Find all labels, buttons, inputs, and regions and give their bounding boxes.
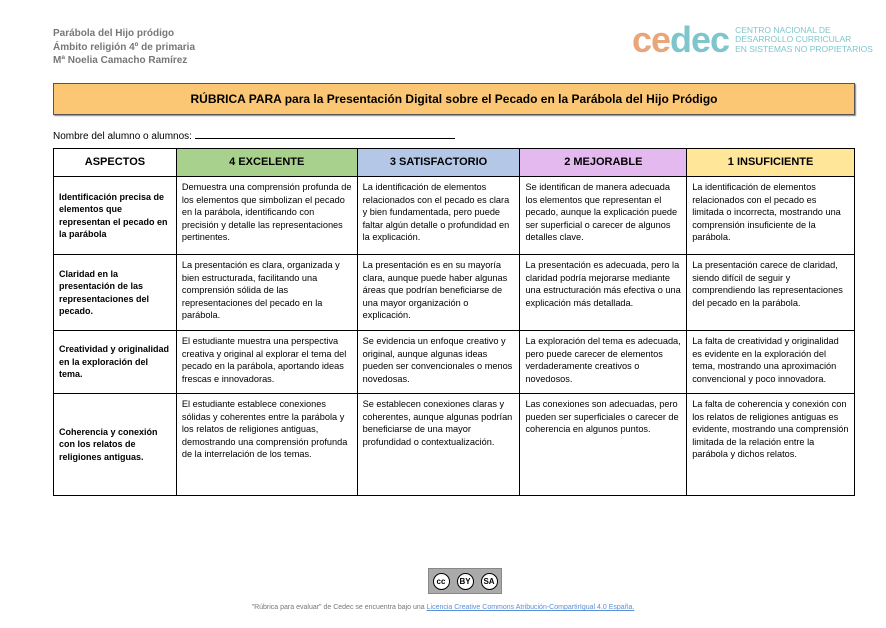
- table-cell: La identificación de elementos relaciona…: [356, 176, 521, 255]
- aspect-cell: Coherencia y conexión con los relatos de…: [53, 393, 177, 496]
- aspect-cell: Identificación precisa de elementos que …: [53, 176, 177, 255]
- header-insuficiente: 1 INSUFICIENTE: [686, 148, 855, 177]
- logo-sub: DESARROLLO CURRICULAR: [735, 34, 852, 45]
- table-header-row: ASPECTOS 4 EXCELENTE 3 SATISFACTORIO 2 M…: [53, 148, 855, 177]
- name-blank-line: [194, 128, 455, 139]
- cedec-logo: cedec CENTRO NACIONAL DE DESARROLLO CURRI…: [632, 19, 873, 60]
- header-aspectos: ASPECTOS: [53, 148, 177, 177]
- header-excelente: 4 EXCELENTE: [175, 148, 358, 177]
- table-cell: La identificación de elementos relaciona…: [686, 176, 855, 255]
- cc-icon: cc: [432, 572, 450, 590]
- logo-sub: EN SISTEMAS NO PROPIETARIOS: [735, 43, 873, 54]
- license-text: "Rúbrica para evaluar" de Cedec se encue…: [251, 604, 427, 611]
- table-cell: La presentación es en su mayoría clara, …: [356, 254, 521, 331]
- student-name-field: Nombre del alumno o alumnos:: [53, 128, 455, 142]
- logo-sub: CENTRO NACIONAL DE: [735, 24, 831, 35]
- table-cell: El estudiante muestra una perspectiva cr…: [175, 330, 358, 394]
- document-meta: Parábola del Hijo pródigo Ámbito religió…: [53, 27, 195, 68]
- by-icon: BY: [456, 572, 474, 590]
- table-row: Identificación precisa de elementos que …: [53, 176, 855, 255]
- rubric-table: ASPECTOS 4 EXCELENTE 3 SATISFACTORIO 2 M…: [53, 148, 855, 496]
- license-footer: "Rúbrica para evaluar" de Cedec se encue…: [0, 604, 886, 611]
- table-row: Coherencia y conexión con los relatos de…: [53, 393, 855, 496]
- meta-line: Parábola del Hijo pródigo: [53, 28, 175, 39]
- cc-by-sa-badge: cc BY SA: [428, 568, 502, 594]
- table-cell: La falta de coherencia y conexión con lo…: [686, 393, 855, 496]
- table-cell: La exploración del tema es adecuada, per…: [519, 330, 688, 394]
- table-cell: La presentación es clara, organizada y b…: [175, 254, 358, 331]
- name-label: Nombre del alumno o alumnos:: [53, 131, 192, 142]
- aspect-cell: Claridad en la presentación de las repre…: [53, 254, 177, 331]
- aspect-cell: Creatividad y originalidad en la explora…: [53, 330, 177, 394]
- header-satisfactorio: 3 SATISFACTORIO: [356, 148, 521, 177]
- table-cell: Se establecen conexiones claras y cohere…: [356, 393, 521, 496]
- meta-line: Ámbito religión 4º de primaria: [53, 41, 196, 53]
- table-cell: La falta de creatividad y originalidad e…: [686, 330, 855, 394]
- table-cell: Las conexiones son adecuadas, pero puede…: [519, 393, 688, 496]
- license-link[interactable]: Licencia Creative Commons Atribución-Com…: [426, 604, 635, 611]
- page-title: RÚBRICA PARA para la Presentación Digita…: [53, 83, 855, 115]
- table-row: Claridad en la presentación de las repre…: [53, 254, 855, 331]
- sa-icon: SA: [480, 572, 498, 590]
- table-cell: Demuestra una comprensión profunda de lo…: [175, 176, 358, 255]
- table-cell: La presentación es adecuada, pero la cla…: [519, 254, 688, 331]
- table-cell: El estudiante establece conexiones sólid…: [175, 393, 358, 496]
- header-mejorable: 2 MEJORABLE: [519, 148, 688, 177]
- table-row: Creatividad y originalidad en la explora…: [53, 330, 855, 394]
- meta-author: Mª Noelia Camacho Ramírez: [53, 55, 188, 66]
- table-cell: Se identifican de manera adecuada los el…: [519, 176, 688, 255]
- table-cell: Se evidencia un enfoque creativo y origi…: [356, 330, 521, 394]
- table-cell: La presentación carece de claridad, sien…: [686, 254, 855, 331]
